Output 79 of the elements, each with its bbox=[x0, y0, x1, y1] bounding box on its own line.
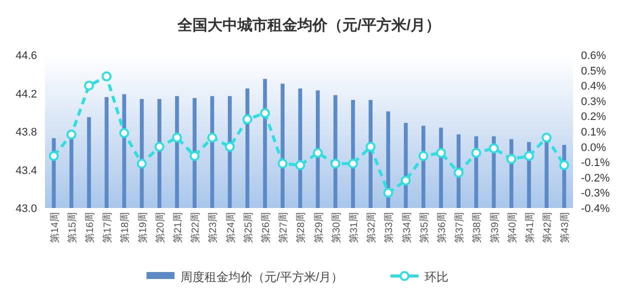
x-tick-label: 第42周 bbox=[542, 212, 554, 244]
x-tick-label: 第15周 bbox=[66, 212, 78, 244]
x-tick-label: 第36周 bbox=[436, 212, 448, 244]
point bbox=[84, 80, 94, 91]
point bbox=[559, 160, 570, 170]
x-tick-label: 第26周 bbox=[260, 212, 272, 244]
x-tick-label: 第23周 bbox=[207, 212, 220, 244]
x-tick-label: 第41周 bbox=[524, 212, 536, 244]
point bbox=[366, 142, 376, 152]
x-tick-label: 第39周 bbox=[488, 212, 501, 244]
x-tick-label: 第19周 bbox=[136, 212, 149, 244]
x-tick-label: 第32周 bbox=[366, 212, 378, 244]
point bbox=[48, 150, 59, 161]
y2-tick-label: -0.2% bbox=[581, 172, 610, 184]
point bbox=[454, 168, 464, 178]
x-tick-label: 第21周 bbox=[172, 212, 184, 244]
y-tick-label: 43.4 bbox=[16, 164, 37, 177]
x-tick-label: 第35周 bbox=[418, 212, 430, 244]
y2-tick-label: 0.2% bbox=[581, 111, 606, 124]
point bbox=[278, 158, 288, 169]
y2-tick-label: 0.5% bbox=[581, 65, 606, 78]
x-tick-label: 第33周 bbox=[383, 212, 396, 244]
point bbox=[418, 150, 428, 161]
point bbox=[383, 188, 394, 198]
x-tick-label: 第43周 bbox=[559, 212, 572, 244]
y2-tick-label: 0.1% bbox=[581, 126, 606, 138]
x-tick-label: 第17周 bbox=[102, 212, 114, 244]
y-tick-label: 44.6 bbox=[16, 50, 37, 62]
point bbox=[295, 160, 306, 170]
point bbox=[524, 150, 534, 161]
point bbox=[488, 143, 499, 154]
point bbox=[436, 148, 446, 158]
point bbox=[542, 132, 552, 143]
point bbox=[102, 71, 112, 82]
x-tick-label: 第18周 bbox=[119, 212, 132, 244]
x-tick-label: 第38周 bbox=[471, 212, 484, 244]
point bbox=[330, 158, 340, 169]
point bbox=[66, 130, 76, 140]
y2-tick-label: -0.3% bbox=[581, 188, 610, 200]
point bbox=[471, 148, 482, 158]
y2-tick-label: 0.3% bbox=[581, 96, 606, 108]
point bbox=[224, 142, 235, 152]
point bbox=[242, 114, 252, 124]
y2-tick-label: -0.1% bbox=[581, 157, 610, 170]
x-tick-label: 第34周 bbox=[400, 212, 413, 244]
x-tick-label: 第29周 bbox=[312, 212, 325, 244]
legend-label: 周度租金均价（元/平方米/月） bbox=[180, 270, 344, 284]
x-tick-label: 第37周 bbox=[454, 212, 466, 244]
y-tick-label: 43.8 bbox=[16, 126, 37, 138]
x-tick-label: 第14周 bbox=[48, 212, 61, 244]
y2-tick-label: 0.6% bbox=[581, 50, 606, 62]
point bbox=[260, 108, 270, 118]
x-tick-label: 第28周 bbox=[295, 212, 308, 244]
chart-title: 全国大中城市租金均价（元/平方米/月） bbox=[176, 16, 441, 34]
legend-label: 环比 bbox=[424, 270, 448, 284]
point bbox=[400, 175, 411, 186]
point bbox=[154, 142, 164, 152]
x-tick-label: 第20周 bbox=[154, 212, 166, 244]
y2-tick-label: 0.0% bbox=[581, 142, 606, 154]
x-tick-label: 第24周 bbox=[224, 212, 237, 244]
x-tick-label: 第22周 bbox=[190, 212, 202, 244]
point bbox=[119, 128, 130, 138]
x-tick-label: 第31周 bbox=[348, 212, 360, 244]
point bbox=[348, 158, 358, 169]
point bbox=[312, 148, 323, 158]
point bbox=[172, 132, 182, 143]
point bbox=[190, 150, 200, 161]
point bbox=[506, 154, 516, 164]
point bbox=[207, 132, 218, 143]
x-tick-label: 第30周 bbox=[330, 212, 342, 244]
y2-tick-label: 0.4% bbox=[581, 80, 606, 93]
x-tick-label: 第25周 bbox=[242, 212, 254, 244]
x-tick-label: 第40周 bbox=[506, 212, 518, 244]
y-tick-label: 43.0 bbox=[16, 203, 37, 215]
y2-tick-label: -0.4% bbox=[581, 203, 610, 215]
x-tick-label: 第16周 bbox=[84, 212, 96, 244]
x-tick-label: 第27周 bbox=[278, 212, 290, 244]
point bbox=[136, 158, 147, 169]
y-tick-label: 44.2 bbox=[16, 88, 37, 100]
